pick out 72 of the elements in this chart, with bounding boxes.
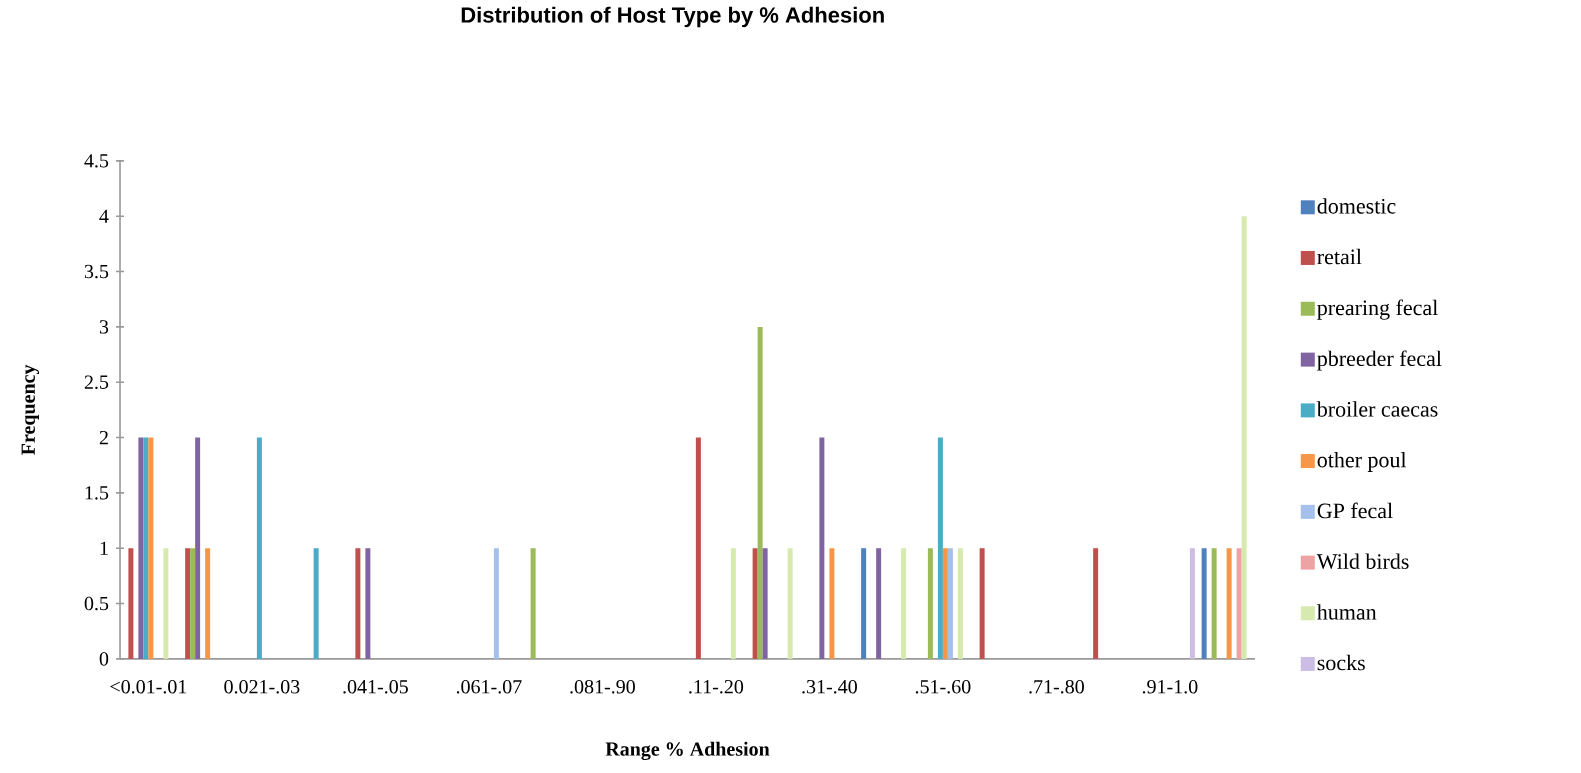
x-axis-title: Range % Adhesion <box>605 741 770 761</box>
y-tick-label: 1 <box>100 541 108 555</box>
bar <box>1236 548 1242 659</box>
legend-label: human <box>1317 604 1377 620</box>
legend-label: other poul <box>1317 452 1407 472</box>
bar <box>947 548 953 659</box>
y-tick-label: 2 <box>99 430 108 445</box>
bar <box>829 548 835 659</box>
bar <box>819 437 825 659</box>
y-tick-label: 2.5 <box>84 375 109 390</box>
x-tick-label: .31-.40 <box>802 680 857 694</box>
bar <box>1226 548 1232 659</box>
bar <box>937 437 943 659</box>
bar <box>757 326 763 659</box>
bar <box>979 548 985 659</box>
y-tick-label: 0 <box>99 652 109 666</box>
bar <box>205 548 211 659</box>
bar <box>861 548 867 659</box>
bar <box>730 548 736 659</box>
legend-label: pbreeder fecal <box>1317 350 1442 371</box>
bar <box>1201 548 1207 659</box>
bar <box>493 548 499 659</box>
x-tick-label: <0.01-.01 <box>110 680 187 694</box>
y-axis-title: Frequency <box>21 364 40 455</box>
bar <box>185 548 191 659</box>
bar <box>876 548 882 659</box>
bar <box>163 548 169 659</box>
bar <box>365 548 371 659</box>
x-tick-label: .51-.60 <box>915 680 971 694</box>
bar <box>787 548 793 659</box>
bar <box>530 548 536 659</box>
x-tick-label: .71-.80 <box>1029 680 1084 694</box>
bar <box>927 548 933 659</box>
bar <box>256 437 262 659</box>
legend-label: prearing fecal <box>1317 299 1438 320</box>
y-tick-label: 4 <box>99 209 109 223</box>
bar <box>695 437 701 659</box>
bar <box>752 548 758 659</box>
bar <box>313 548 319 659</box>
x-tick-label: .081-.90 <box>570 680 635 694</box>
x-tick-label: 0.021-.03 <box>224 680 300 694</box>
legend-label: retail <box>1317 248 1362 265</box>
bar <box>957 548 963 659</box>
legend-label: broiler caecas <box>1316 401 1438 417</box>
x-tick-label: .11-.20 <box>689 680 744 694</box>
bar <box>1093 548 1099 659</box>
legend-label: domestic <box>1317 198 1396 214</box>
bar <box>138 437 144 659</box>
bar <box>1189 548 1195 659</box>
bar <box>355 548 361 659</box>
y-tick-label: 1.5 <box>85 486 109 500</box>
legend-label: GP fecal <box>1317 502 1393 519</box>
legend-label: Wild birds <box>1316 553 1409 570</box>
x-tick-label: .91-1.0 <box>1142 680 1198 694</box>
chart-title: Distribution of Host Type by % Adhesion <box>461 6 884 28</box>
legend-label: socks <box>1317 654 1365 671</box>
bar <box>942 548 948 659</box>
bar <box>901 548 907 659</box>
y-tick-label: 4.5 <box>84 154 109 168</box>
bar <box>143 437 149 659</box>
y-tick-label: 0.5 <box>84 596 109 611</box>
bar <box>1211 548 1217 659</box>
bar <box>128 548 134 659</box>
x-tick-label: .061-.07 <box>456 680 522 694</box>
bar <box>1241 216 1247 659</box>
y-tick-label: 3 <box>99 320 109 334</box>
x-tick-label: .041-.05 <box>343 680 408 694</box>
bar <box>148 437 154 659</box>
bar <box>762 548 768 659</box>
bar <box>195 437 201 659</box>
bar <box>190 548 196 659</box>
y-tick-label: 3.5 <box>84 264 109 279</box>
